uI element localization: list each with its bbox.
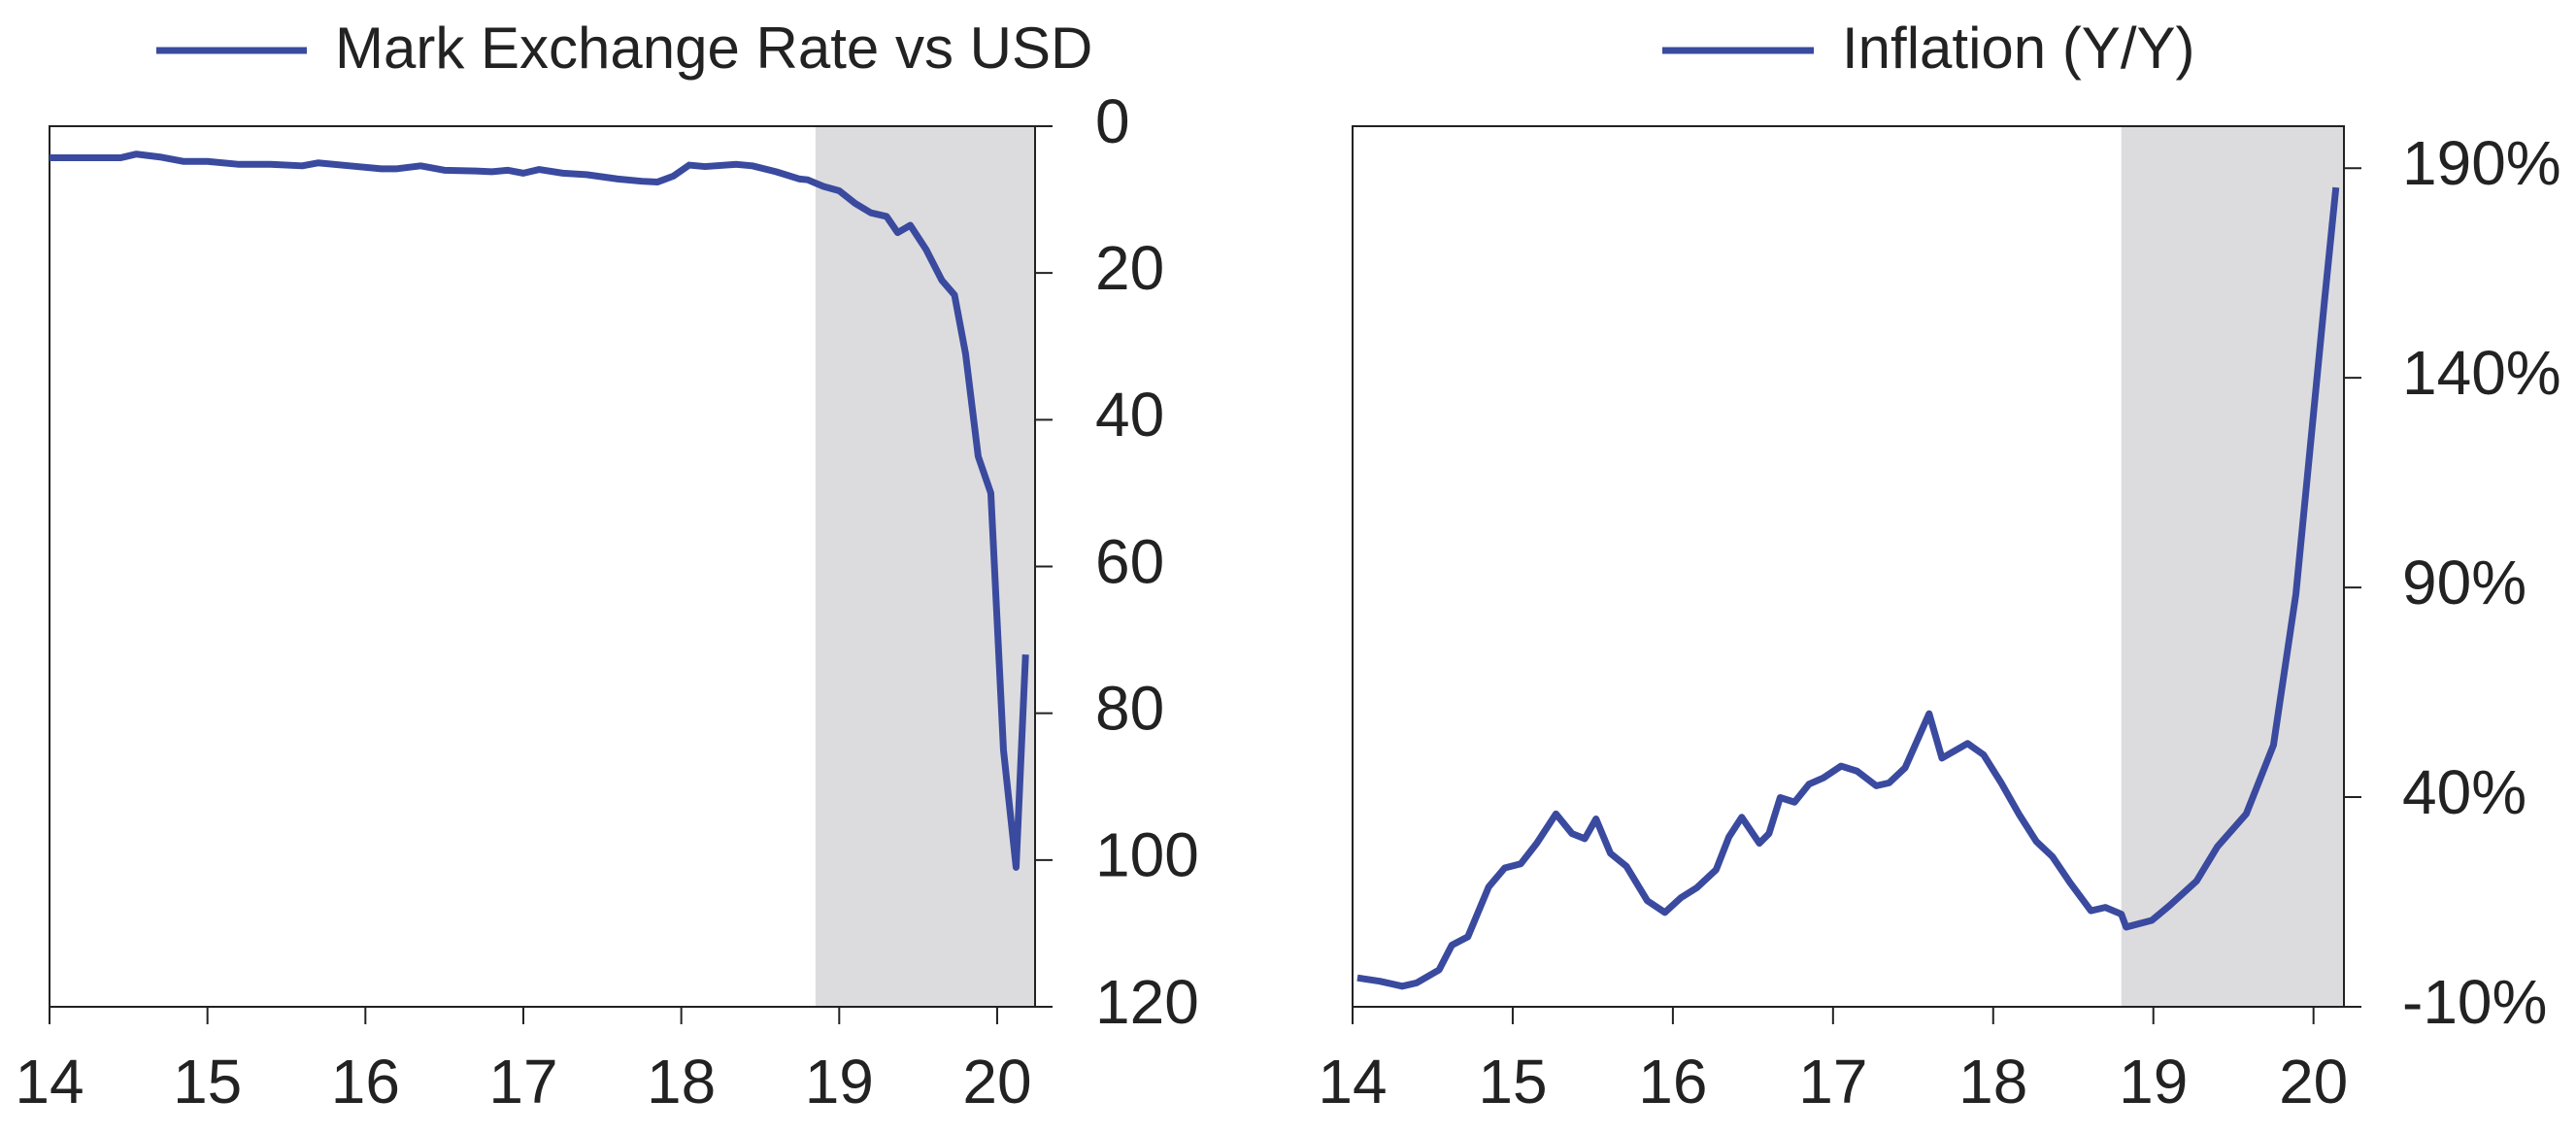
plot-frame	[1352, 125, 2345, 1008]
x-tick-label: 17	[1798, 1047, 1867, 1116]
legend-label: Mark Exchange Rate vs USD	[335, 16, 1092, 81]
y-tick-label: 90%	[2402, 548, 2526, 617]
y-tick-label: 40	[1095, 380, 1164, 450]
y-tick-label: 120	[1095, 967, 1199, 1037]
x-tick-label: 19	[805, 1047, 874, 1116]
x-tick-label: 15	[1478, 1047, 1547, 1116]
x-tick-label: 16	[1638, 1047, 1707, 1116]
y-tick-label: 60	[1095, 526, 1164, 596]
shaded-region	[2121, 126, 2344, 1007]
x-tick-label: 14	[15, 1047, 84, 1116]
x-tick-label: 15	[173, 1047, 242, 1116]
x-tick-label: 14	[1318, 1047, 1387, 1116]
x-tick-label: 18	[647, 1047, 716, 1116]
y-tick-label: 80	[1095, 674, 1164, 744]
x-tick-label: 20	[2279, 1047, 2348, 1116]
y-tick-label: 140%	[2402, 338, 2561, 408]
x-tick-label: 16	[331, 1047, 400, 1116]
legend-label: Inflation (Y/Y)	[1842, 16, 2195, 81]
y-tick-label: 20	[1095, 233, 1164, 303]
x-tick-label: 18	[1958, 1047, 2027, 1116]
data-line	[50, 150, 1029, 871]
y-tick-label: 190%	[2402, 128, 2561, 198]
x-tick-label: 17	[488, 1047, 557, 1116]
x-tick-label: 19	[2119, 1047, 2188, 1116]
y-tick-label: -10%	[2402, 967, 2547, 1037]
data-line	[1356, 186, 2340, 990]
y-tick-label: 100	[1095, 820, 1199, 890]
shaded-region	[815, 126, 1035, 1007]
x-tick-label: 20	[962, 1047, 1031, 1116]
y-tick-label: 40%	[2402, 757, 2526, 827]
y-tick-label: 0	[1095, 86, 1130, 156]
